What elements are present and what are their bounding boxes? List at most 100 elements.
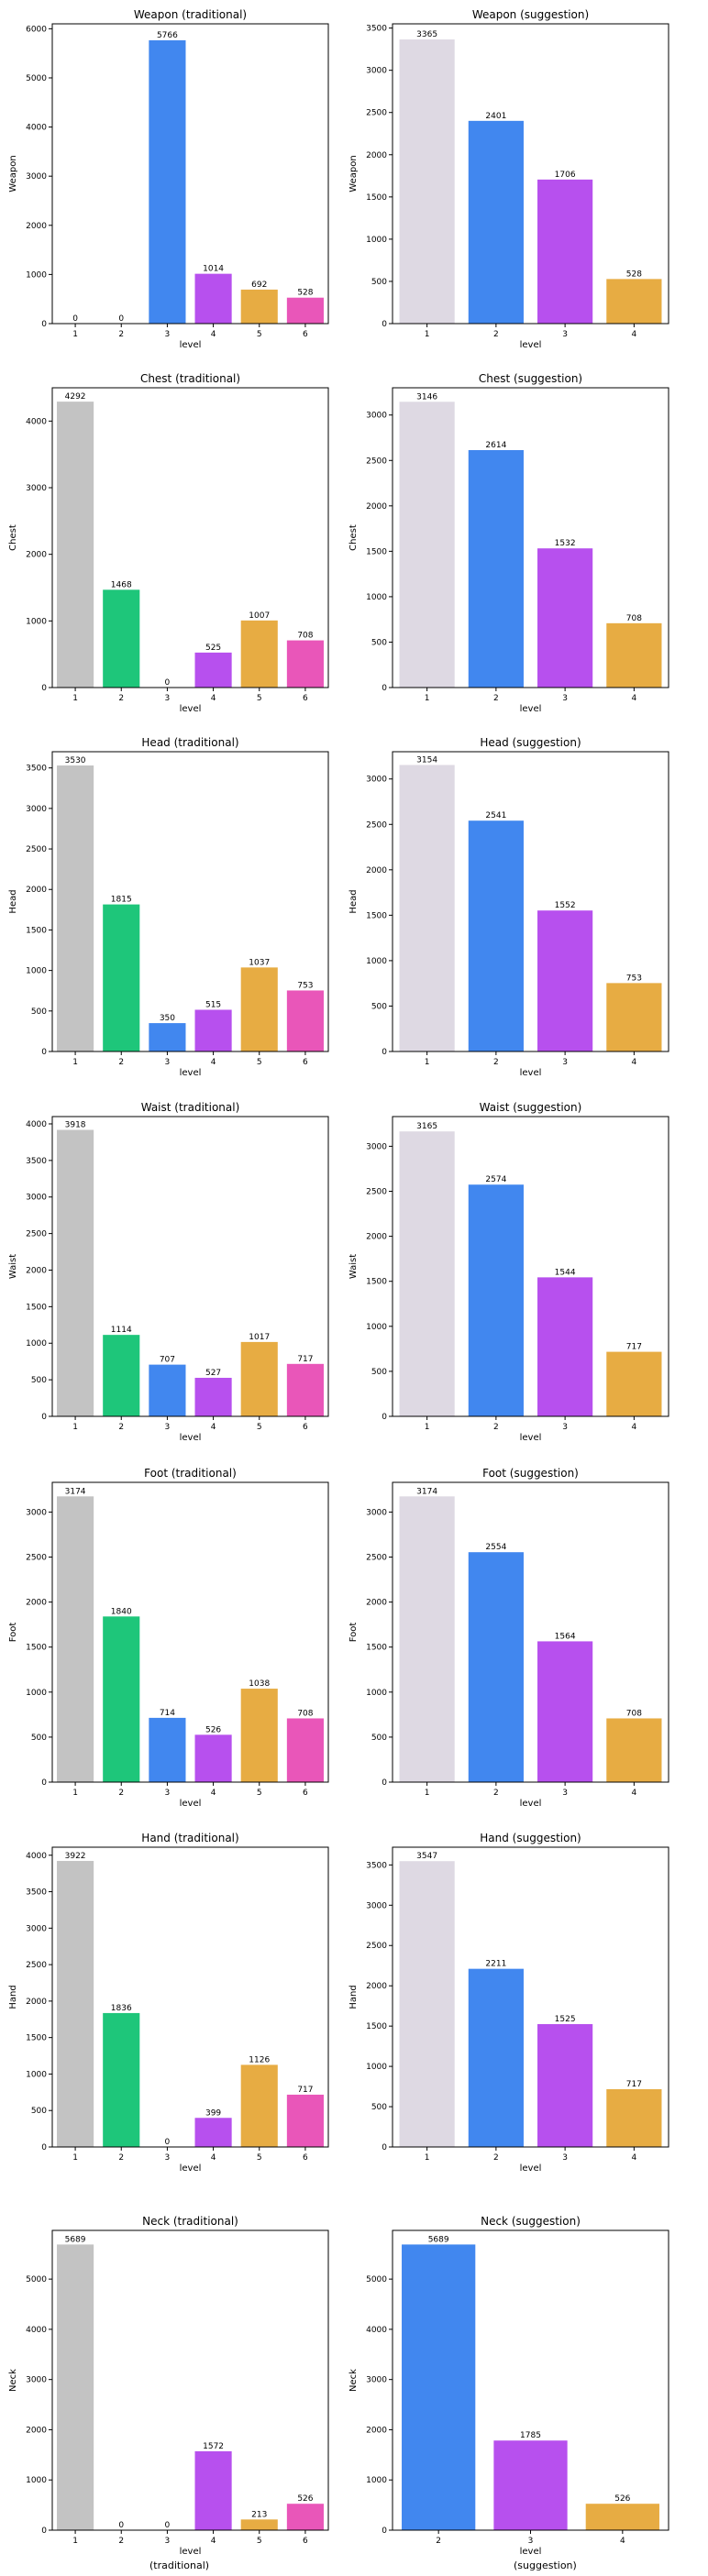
bar-level-2	[103, 1335, 140, 1416]
x-tick-label: 5	[257, 1423, 262, 1432]
data-label: 692	[251, 281, 267, 290]
data-label: 707	[160, 1356, 175, 1365]
x-tick-label: 4	[211, 1789, 216, 1798]
bar-level-5	[240, 967, 278, 1051]
bar-level-5	[240, 289, 278, 324]
y-tick-label: 3000	[366, 1508, 387, 1517]
chart-waist-suggestion: Waist (suggestion) 3165 2574 1544 717 0 500 100…	[348, 1101, 669, 1443]
data-label: 3922	[65, 1852, 86, 1861]
y-tick-label: 0	[382, 1413, 387, 1422]
bar-level-5	[240, 2519, 278, 2530]
y-tick-label: 2500	[26, 845, 47, 854]
x-tick-label: 2	[493, 1058, 499, 1067]
x-tick-label: 3	[165, 1058, 171, 1067]
plot-frame	[51, 1846, 329, 2148]
x-tick-label: 4	[632, 694, 637, 703]
data-label: 717	[297, 2086, 313, 2095]
data-label: 1468	[111, 580, 132, 589]
x-tick-label: 1	[72, 2153, 78, 2163]
x-tick-label: 4	[632, 330, 637, 339]
bar-level-5	[240, 620, 278, 688]
x-tick-label: 3	[165, 1423, 171, 1432]
x-tick-label: 1	[425, 1058, 430, 1067]
data-label: 3174	[65, 1487, 86, 1496]
x-tick-label: 1	[72, 2537, 78, 2546]
y-axis-label: Weapon	[8, 155, 18, 192]
data-label: 708	[297, 632, 313, 641]
y-tick-label: 1000	[26, 617, 47, 626]
data-label: 526	[297, 2494, 313, 2504]
x-tick-label: 1	[425, 330, 430, 339]
y-tick-label: 1500	[26, 1644, 47, 1653]
data-label: 2574	[485, 1175, 506, 1184]
data-label: 526	[205, 1725, 221, 1734]
data-label: 5766	[157, 31, 178, 40]
x-tick-label: 1	[425, 2153, 430, 2163]
data-label: 528	[626, 270, 642, 279]
chart-head-suggestion: Head (suggestion) 3154 2541 1552 753 0 500 1000…	[348, 736, 669, 1078]
y-tick-label: 3000	[366, 1142, 387, 1151]
chart-title: Waist (traditional)	[141, 1101, 240, 1114]
bar-level-4	[606, 1718, 662, 1782]
bar-level-3	[537, 910, 593, 1051]
x-tick-label: 4	[632, 2153, 637, 2163]
plot-frame	[392, 23, 669, 325]
y-tick-label: 1500	[366, 547, 387, 556]
chart-neck-suggestion: Neck (suggestion) 5689 1785 526 0 1000 2000 300…	[348, 2215, 669, 2557]
x-tick-label: 2	[436, 2537, 441, 2546]
x-tick-label: 3	[165, 1789, 171, 1798]
x-tick-label: 5	[257, 330, 262, 339]
y-tick-label: 0	[382, 1778, 387, 1788]
data-label: 1114	[111, 1326, 132, 1335]
x-tick-label: 2	[118, 1789, 124, 1798]
chart-foot-suggestion: Foot (suggestion) 3174 2554 1564 708 0 500 1000…	[348, 1467, 669, 1809]
y-tick-label: 1000	[26, 2476, 47, 2485]
y-tick-label: 3000	[366, 412, 387, 421]
y-tick-label: 500	[371, 638, 387, 647]
x-axis-label: level	[520, 1799, 542, 1809]
y-tick-label: 1000	[366, 957, 387, 966]
bar-level-4	[606, 1351, 662, 1416]
data-label: 1564	[555, 1632, 576, 1641]
x-tick-label: 4	[632, 1789, 637, 1798]
y-axis-label: Head	[8, 889, 18, 913]
y-tick-label: 0	[41, 1048, 47, 1057]
chart-title: Head (suggestion)	[480, 736, 581, 749]
x-tick-label: 4	[211, 1058, 216, 1067]
y-tick-label: 3000	[366, 67, 387, 76]
bar-level-1	[57, 765, 94, 1051]
bar-level-1	[57, 1860, 94, 2147]
y-tick-label: 1000	[26, 2070, 47, 2079]
y-tick-label: 1500	[366, 1644, 387, 1653]
x-tick-label: 5	[257, 1058, 262, 1067]
x-tick-label: 3	[165, 2537, 171, 2546]
bar-level-5	[240, 1689, 278, 1782]
data-label: 1007	[249, 611, 270, 621]
bar-level-3	[149, 1364, 186, 1416]
x-tick-label: 4	[632, 1058, 637, 1067]
data-label: 717	[626, 2080, 642, 2089]
data-label: 3530	[65, 756, 86, 765]
data-label: 708	[297, 1709, 313, 1718]
y-tick-label: 5000	[26, 74, 47, 83]
y-tick-label: 1000	[26, 967, 47, 976]
plot-frame	[392, 751, 669, 1052]
y-tick-label: 1000	[366, 2063, 387, 2072]
y-tick-label: 2500	[366, 820, 387, 830]
y-tick-label: 0	[382, 1048, 387, 1057]
data-label: 399	[205, 2108, 221, 2118]
x-tick-label: 3	[562, 1789, 568, 1798]
y-tick-label: 500	[371, 1002, 387, 1011]
y-tick-label: 2500	[366, 1554, 387, 1563]
x-tick-label: 6	[303, 1789, 308, 1798]
y-tick-label: 3000	[26, 1924, 47, 1933]
y-tick-label: 4000	[26, 124, 47, 133]
x-tick-label: 1	[72, 694, 78, 703]
data-label: 0	[165, 2521, 171, 2530]
x-axis-label: level	[520, 2547, 542, 2557]
y-tick-label: 2000	[366, 1982, 387, 1991]
bar-level-2	[103, 1616, 140, 1782]
y-tick-label: 1500	[366, 193, 387, 203]
y-tick-label: 6000	[26, 25, 47, 34]
plot-frame	[392, 1116, 669, 1417]
